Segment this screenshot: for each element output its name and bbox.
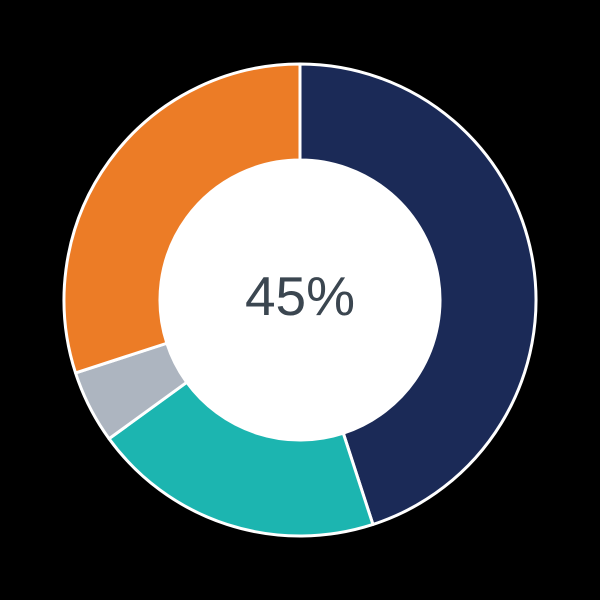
svg-text:45%: 45% (245, 265, 355, 327)
